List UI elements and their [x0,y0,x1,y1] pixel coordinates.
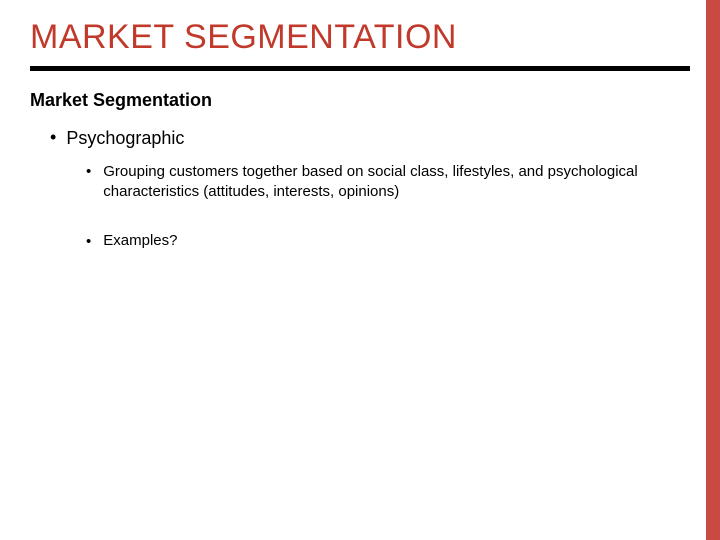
bullet-level2-item: • Examples? [86,232,676,252]
title-underline [30,66,690,71]
slide-title: MARKET SEGMENTATION [30,18,457,57]
bullet-marker-icon: • [50,128,56,146]
bullet-level2-item: • Grouping customers together based on s… [86,162,676,203]
bullet-level1-text: Psychographic [66,128,184,149]
slide-title-text: MARKET SEGMENTATION [30,18,457,56]
bullet-marker-icon: • [86,232,91,252]
bullet-marker-icon: • [86,162,91,182]
subheading: Market Segmentation [30,90,212,111]
side-accent-bar [706,0,720,540]
bullet-level2-text: Examples? [103,232,177,249]
bullet-level1: • Psychographic [50,128,184,149]
bullet-level2-text: Grouping customers together based on soc… [103,162,676,203]
subheading-text: Market Segmentation [30,90,212,110]
slide: MARKET SEGMENTATION Market Segmentation … [0,0,720,540]
